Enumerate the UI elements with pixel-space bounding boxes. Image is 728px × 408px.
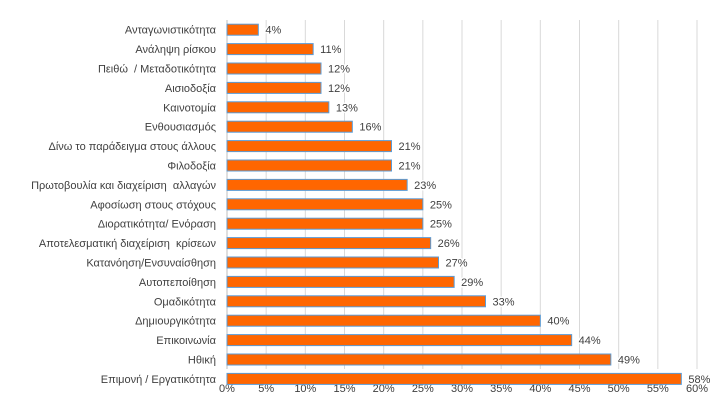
category-label: Ενθουσιασμός: [145, 122, 216, 134]
x-tick-label: 0%: [219, 383, 235, 395]
bar: [226, 334, 573, 347]
data-label: 40%: [547, 316, 569, 328]
data-label: 21%: [399, 141, 421, 153]
x-tick-label: 55%: [647, 383, 669, 395]
bar: [226, 159, 392, 172]
bar: [226, 237, 432, 250]
category-label: Καινοτομία: [163, 102, 217, 114]
x-tick-label: 15%: [333, 383, 355, 395]
bar: [226, 101, 330, 114]
data-label: 25%: [430, 199, 452, 211]
category-label: Ανταγωνιστικότητα: [125, 25, 217, 37]
bar: [226, 62, 322, 75]
x-tick-label: 5%: [258, 383, 274, 395]
data-label: 12%: [328, 83, 350, 95]
x-tick-label: 25%: [412, 383, 434, 395]
x-tick-label: 60%: [686, 383, 708, 395]
data-label: 33%: [493, 296, 515, 308]
category-label: Αυτοπεποίθηση: [139, 277, 216, 289]
bar: [226, 314, 541, 327]
bar: [226, 120, 353, 133]
category-label: Φιλοδοξία: [167, 161, 216, 173]
x-tick-label: 10%: [294, 383, 316, 395]
bar: [226, 140, 392, 153]
bar: [226, 372, 682, 385]
category-label: Κατανόηση/Ενσυναίσθηση: [86, 258, 216, 270]
x-tick-label: 30%: [451, 383, 473, 395]
x-tick-label: 35%: [490, 383, 512, 395]
category-label: Δημιουργικότητα: [135, 316, 217, 328]
data-label: 25%: [430, 219, 452, 231]
category-label: Επιμονή / Εργατικότητα: [101, 374, 217, 386]
data-label: 4%: [265, 25, 281, 37]
category-label: Πειθώ / Μεταδοτικότητα: [98, 64, 217, 76]
data-label: 11%: [320, 44, 341, 56]
bar: [226, 353, 612, 366]
data-label: 58%: [688, 374, 710, 386]
category-label: Αισιοδοξία: [165, 83, 217, 95]
data-label: 26%: [438, 238, 460, 250]
x-tick-label: 20%: [373, 383, 395, 395]
bar: [226, 217, 424, 230]
data-label: 13%: [336, 102, 358, 114]
category-label: Διορατικότητα/ Ενόραση: [98, 219, 216, 231]
category-label: Ανάληψη ρίσκου: [135, 44, 216, 56]
bar: [226, 295, 486, 308]
bar: [226, 256, 439, 269]
x-tick-label: 40%: [529, 383, 551, 395]
data-label: 21%: [399, 161, 421, 173]
data-label: 12%: [328, 64, 350, 76]
bar: [226, 198, 424, 211]
x-tick-label: 45%: [568, 383, 590, 395]
bar: [226, 81, 322, 94]
category-label: Ομαδικότητα: [154, 296, 217, 308]
category-label: Ηθική: [188, 355, 216, 367]
bar: [226, 23, 259, 36]
category-label: Πρωτοβουλία και διαχείριση αλλαγών: [31, 180, 216, 192]
data-label: 16%: [359, 122, 381, 134]
category-label: Αφοσίωση στους στόχους: [90, 199, 216, 211]
category-label: Δίνω το παράδειγμα στους άλλους: [48, 141, 216, 153]
category-label: Επικοινωνία: [156, 335, 216, 347]
data-label: 29%: [461, 277, 483, 289]
x-tick-label: 50%: [608, 383, 630, 395]
data-label: 23%: [414, 180, 436, 192]
data-label: 44%: [579, 335, 601, 347]
bar: [226, 43, 314, 56]
data-label: 49%: [618, 355, 640, 367]
bar: [226, 275, 455, 288]
bar: [226, 178, 408, 191]
category-label: Αποτελεσματική διαχείριση κρίσεων: [39, 238, 217, 250]
data-label: 27%: [446, 258, 468, 270]
